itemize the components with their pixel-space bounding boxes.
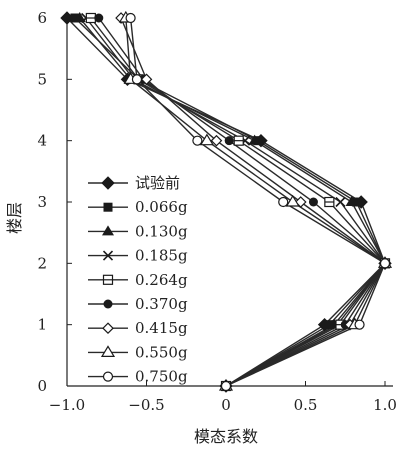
legend-item-0-415g: 0.415g [88,319,188,337]
data-point-0-185g-stroke-b [335,196,346,208]
data-point-0-750g [379,258,391,269]
data-point-0-066g-shape [324,320,334,330]
x-tick-label: −0.5 [128,396,164,414]
data-point-0-750g [354,319,365,330]
legend-marker-shape [102,322,114,335]
legend-label: 0.264g [135,271,188,289]
y-tick-label: 0 [37,377,47,395]
data-point-0-370g-shape [224,136,234,146]
data-point-0-750g [220,380,232,392]
legend-marker [103,299,113,309]
legend-marker [100,345,116,357]
data-point-0-066g [324,320,334,330]
data-point-0-750g-shape [354,319,365,330]
legend-label: 0.066g [135,198,188,216]
legend-item-0-264g: 0.264g [88,271,188,289]
data-point-0-415g [140,73,153,86]
x-tick-label: 0 [221,396,231,414]
legend-label: 0.550g [135,343,188,361]
legend-item-0-130g: 0.130g [88,222,188,240]
data-point-0-750g-shape [125,12,136,24]
data-point-0-066g [70,13,80,23]
data-point-0-370g-shape [308,197,318,207]
data-point-0-750g-shape [131,74,143,85]
legend-marker-shape [103,299,113,309]
data-point-0-264g [233,135,244,146]
legend-item-0-750g: 0.750g [88,368,188,386]
legend-label: 0.415g [135,319,188,337]
legend-marker [102,274,114,285]
data-point-0-066g-shape [351,197,361,207]
y-tick-label: 4 [37,132,47,150]
legend: 试验前 0.066g 0.130g 0.185g 0.264g 0.370g 0.415g 0… [88,174,188,386]
legend-marker-shape [100,345,116,357]
data-point-0-185g [335,196,346,208]
x-tick-label: 0.5 [294,396,318,414]
data-point-0-415g-shape [210,134,223,147]
data-point-0-370g [224,136,234,146]
data-point-0-370g-shape [94,13,104,23]
legend-marker [102,225,114,236]
data-point-0-370g [94,13,104,23]
y-axis-title: 楼层 [5,202,24,234]
legend-marker [102,322,114,335]
legend-item-0-370g: 0.370g [88,295,188,313]
x-tick-label: 1.0 [373,396,397,414]
data-point-0-750g-shape [192,135,203,146]
data-point-0-130g-shape [345,196,358,206]
data-point-0-750g-shape [220,380,232,392]
data-point-0-264g [85,12,96,24]
x-tick-label: −1.0 [49,396,85,414]
y-tick-label: 5 [37,70,47,88]
data-point-0-264g [324,196,335,208]
data-point-0-130g-shape [248,134,261,145]
data-point-0-750g-shape [379,258,391,269]
y-tick-label: 1 [37,316,47,334]
data-point-0-066g-shape [70,13,80,23]
data-point-0-130g-shape [73,12,86,22]
data-point-0-750g [278,196,289,208]
legend-label: 0.750g [135,368,188,386]
data-point-0-750g [125,12,136,24]
legend-marker-shape [101,176,115,190]
y-tick-label: 2 [37,254,47,272]
data-point-0-550g-shape [199,133,214,146]
legend-label: 0.185g [135,247,188,265]
legend-item-0-550g: 0.550g [88,343,188,361]
legend-item-item: 试验前 [88,174,180,192]
data-point-0-550g [199,133,214,146]
data-point-0-370g [308,197,318,207]
legend-marker [101,176,115,190]
data-point-0-066g [351,197,361,207]
legend-marker-stroke-b [102,250,114,261]
data-point-0-130g [345,196,358,206]
x-axis-title: 模态系数 [194,427,258,446]
legend-marker [102,250,114,261]
legend-marker [102,371,114,382]
data-point-0-750g-shape [278,196,289,208]
legend-marker-shape [103,202,113,212]
data-point-0-750g [192,135,203,146]
data-point-0-130g [248,134,261,145]
legend-item-0-066g: 0.066g [88,198,188,216]
legend-marker [103,202,113,212]
data-point-0-550g-shape [285,194,300,207]
data-point-0-550g [285,194,300,207]
legend-label: 0.370g [135,295,188,313]
y-tick-label: 3 [37,193,47,211]
y-tick-label: 6 [37,9,47,27]
legend-item-0-185g: 0.185g [88,247,188,265]
axes-layer: −1.0 −0.5 0 0.5 1.0 0 1 2 3 4 5 6 [37,9,396,414]
legend-marker-shape [102,225,114,236]
legend-marker-shape [102,371,114,382]
data-point-0-415g [210,134,223,147]
legend-label: 0.130g [135,222,188,240]
data-point-0-415g-shape [140,73,153,86]
data-point-0-750g [131,74,143,85]
legend-label: 试验前 [135,174,180,192]
series-layer [60,10,393,393]
data-point-0-130g [73,12,86,22]
